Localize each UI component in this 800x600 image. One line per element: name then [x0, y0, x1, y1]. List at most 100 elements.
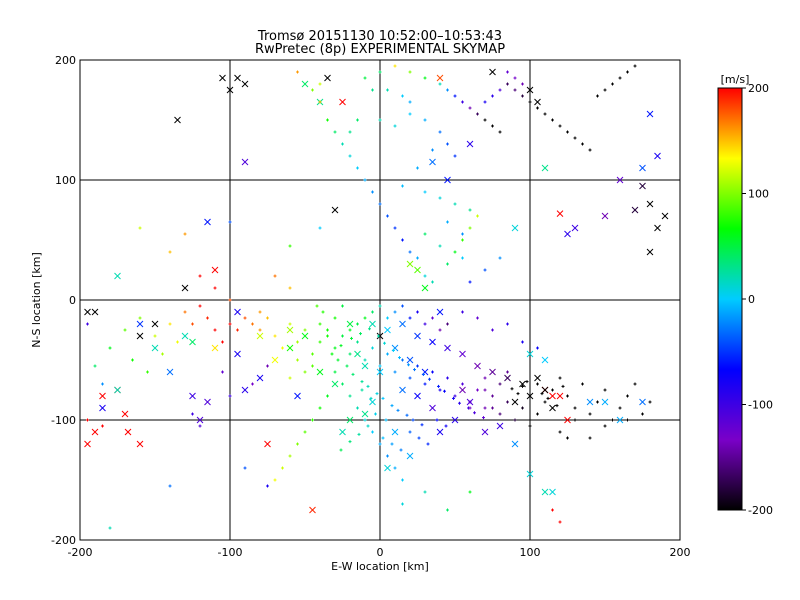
data-point-dot: [476, 112, 479, 116]
data-point-dot: [236, 328, 239, 332]
data-point-x: [151, 344, 159, 352]
data-point-dot: [393, 370, 397, 374]
data-point-dot: [168, 484, 172, 488]
data-point-dot: [303, 430, 307, 434]
data-point-dot: [543, 400, 547, 404]
data-point-dot: [458, 401, 461, 405]
data-point-x: [114, 272, 121, 280]
colorbar-gradient: [717, 87, 743, 511]
data-point-dot: [228, 322, 232, 326]
data-point-dot: [408, 100, 412, 104]
data-point-dot: [384, 418, 388, 422]
data-point-dot: [413, 368, 416, 372]
data-point-dot: [536, 382, 539, 386]
data-point-x: [414, 392, 421, 400]
data-point-dot: [288, 376, 292, 380]
data-point-dot: [446, 262, 449, 266]
data-point-x: [301, 80, 309, 88]
data-point-dot: [506, 82, 509, 86]
data-point-x: [286, 344, 294, 352]
data-point-dot: [423, 232, 427, 236]
data-point-dot: [138, 226, 142, 230]
data-point-x: [346, 320, 354, 328]
data-point-dot: [431, 316, 434, 320]
data-point-dot: [393, 226, 397, 230]
data-point-dot: [468, 280, 472, 284]
data-point-dot: [381, 396, 385, 400]
data-point-dot: [516, 392, 520, 396]
data-point-dot: [446, 220, 449, 224]
data-point-dot: [378, 364, 382, 368]
data-point-dot: [483, 376, 487, 380]
data-point-dot: [401, 238, 404, 242]
data-point-dot: [318, 100, 322, 104]
data-point-dot: [146, 370, 149, 374]
data-point-dot: [423, 274, 427, 278]
data-point-x: [331, 206, 339, 214]
data-point-x: [564, 230, 571, 238]
data-point-x: [219, 74, 226, 82]
data-point-dot: [221, 340, 224, 344]
data-point-dot: [618, 76, 622, 80]
data-point-dot: [408, 250, 412, 254]
data-point-dot: [311, 352, 314, 356]
data-point-dot: [93, 364, 97, 368]
data-point-dot: [296, 358, 299, 362]
data-point-dot: [476, 388, 479, 392]
data-point-dot: [482, 416, 485, 420]
data-point-dot: [510, 387, 514, 391]
data-point-dot: [363, 316, 367, 320]
data-point-dot: [198, 304, 202, 308]
data-point-dot: [386, 88, 389, 92]
data-point-dot: [626, 394, 629, 398]
data-point-dot: [398, 356, 401, 360]
data-point-dot: [288, 244, 292, 248]
data-point-dot: [408, 376, 412, 380]
chart-subtitle: RwPretec (8p) EXPERIMENTAL SKYMAP: [255, 42, 505, 57]
data-point-x: [504, 374, 511, 382]
data-point-x: [166, 368, 174, 376]
data-point-dot: [438, 388, 442, 392]
data-point-x: [646, 110, 654, 118]
data-point-dot: [378, 202, 382, 206]
data-point-dot: [521, 340, 524, 344]
data-point-dot: [498, 88, 502, 92]
data-point-x: [151, 320, 159, 328]
data-point-dot: [363, 418, 367, 422]
data-point-x: [429, 338, 436, 346]
data-point-dot: [356, 340, 359, 344]
data-point-x: [286, 326, 294, 334]
colorbar-label: [m/s]: [721, 73, 750, 86]
data-point-dot: [348, 130, 352, 134]
data-point-dot: [438, 244, 442, 248]
data-point-dot: [461, 238, 464, 242]
data-point-dot: [251, 382, 254, 386]
x-tick-label: -100: [218, 546, 243, 559]
x-tick-label: -200: [68, 546, 93, 559]
colorbar-tick-label: -100: [748, 399, 773, 412]
data-point-x: [264, 440, 271, 448]
data-point-dot: [483, 118, 487, 122]
y-axis-title: N-S location [km]: [30, 252, 43, 348]
data-point-dot: [183, 310, 187, 314]
data-point-dot: [525, 380, 529, 384]
data-point-dot: [423, 190, 427, 194]
data-point-dot: [443, 389, 446, 393]
data-point-dot: [446, 322, 449, 326]
data-point-dot: [273, 334, 277, 338]
data-point-x: [294, 392, 301, 400]
data-point-dot: [641, 412, 644, 416]
data-point-x: [526, 350, 534, 358]
data-point-x: [556, 210, 564, 217]
data-point-dot: [315, 304, 319, 308]
data-point-x: [369, 320, 376, 328]
data-point-dot: [513, 76, 517, 80]
data-point-dot: [339, 344, 343, 348]
data-point-x: [541, 488, 549, 496]
data-point-dot: [437, 384, 440, 388]
data-point-dot: [453, 394, 457, 398]
data-point-dot: [390, 404, 394, 408]
data-point-dot: [341, 334, 344, 338]
data-point-dot: [626, 70, 629, 74]
data-point-dot: [198, 424, 202, 428]
